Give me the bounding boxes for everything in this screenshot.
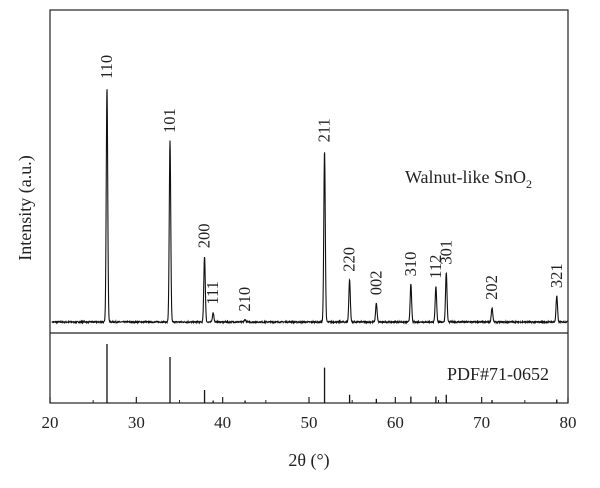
peak-label-200: 200 xyxy=(195,223,214,248)
peak-label-301: 301 xyxy=(436,240,455,265)
peak-label-110: 110 xyxy=(97,55,116,79)
x-axis-title: 2θ (°) xyxy=(288,450,329,471)
x-tick-label: 30 xyxy=(128,413,145,432)
peak-label-210: 210 xyxy=(235,287,254,312)
peak-label-101: 101 xyxy=(160,108,179,133)
sample-annotation: Walnut-like SnO2 xyxy=(405,167,532,191)
x-tick-label: 60 xyxy=(387,413,404,432)
x-tick-label: 70 xyxy=(473,413,490,432)
peak-label-202: 202 xyxy=(482,275,501,300)
peak-label-112: 112 xyxy=(426,255,445,279)
sample-annotation-subscript: 2 xyxy=(526,177,532,191)
x-tick-label: 80 xyxy=(560,413,577,432)
x-tick-label: 40 xyxy=(214,413,231,432)
reference-annotation: PDF#71-0652 xyxy=(447,364,549,384)
peak-label-111: 111 xyxy=(203,281,222,305)
x-tick-label: 50 xyxy=(301,413,318,432)
peak-label-220: 220 xyxy=(340,247,359,272)
plot-frame xyxy=(49,9,569,404)
peak-label-310: 310 xyxy=(401,252,420,277)
y-axis-title: Intensity (a.u.) xyxy=(15,155,36,260)
sample-annotation-text: Walnut-like SnO xyxy=(405,167,526,187)
peak-label-321: 321 xyxy=(547,263,566,288)
xrd-pattern-line xyxy=(51,89,568,325)
x-axis-ticks: 20 30 40 50 60 70 80 xyxy=(42,397,577,432)
reference-sticks xyxy=(106,344,558,403)
peak-label-211: 211 xyxy=(315,118,334,142)
x-tick-label: 20 xyxy=(42,413,59,432)
peak-label-002: 002 xyxy=(366,270,385,295)
